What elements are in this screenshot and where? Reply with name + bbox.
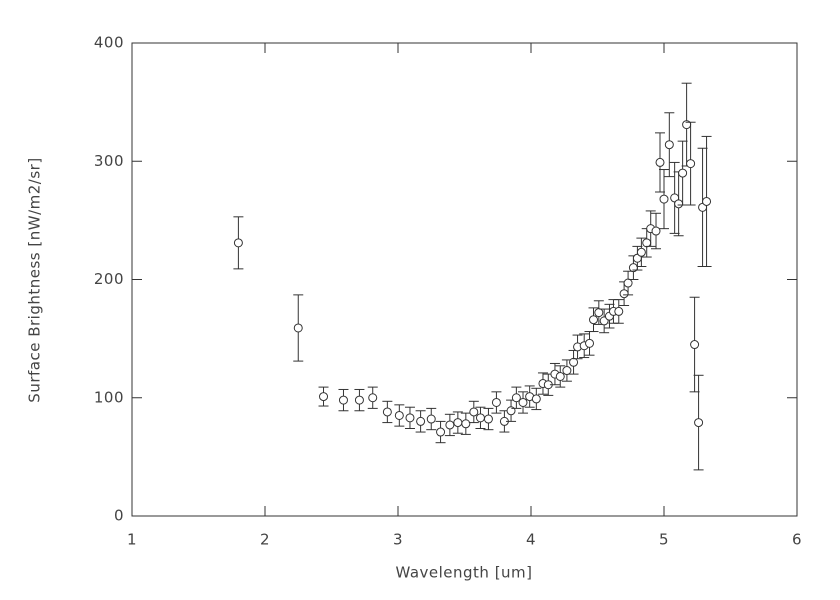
point (368, 393, 378, 403)
y-tick-label: 300 (94, 152, 124, 170)
point (555, 371, 565, 381)
x-tick-label: 2 (260, 531, 270, 549)
point (651, 226, 661, 236)
point (426, 414, 436, 424)
point (483, 414, 493, 424)
point (623, 278, 633, 288)
x-tick-label: 6 (792, 531, 802, 549)
point (382, 407, 392, 417)
point (475, 413, 485, 423)
point (293, 323, 303, 333)
y-axis-label: Surface Brightness [nW/m2/sr] (26, 157, 44, 402)
point (694, 418, 704, 428)
point (453, 418, 463, 428)
point (702, 196, 712, 206)
plot-frame (131, 42, 798, 517)
point (405, 413, 415, 423)
point (469, 407, 479, 417)
point (569, 357, 579, 367)
point (518, 397, 528, 407)
point (445, 420, 455, 430)
x-tick-label: 5 (659, 531, 669, 549)
point (531, 394, 541, 404)
point (619, 289, 629, 299)
y-tick-label: 0 (114, 507, 124, 525)
y-tick-label: 100 (94, 388, 124, 406)
x-tick-label: 4 (526, 531, 536, 549)
point (585, 338, 595, 348)
point (511, 393, 521, 403)
point (594, 308, 604, 318)
point (655, 157, 665, 167)
y-tick-label: 200 (94, 270, 124, 288)
point (354, 395, 364, 405)
point (686, 159, 696, 169)
point (436, 427, 446, 437)
point (664, 140, 674, 150)
point (491, 397, 501, 407)
point (562, 366, 572, 376)
point (416, 416, 426, 426)
point (338, 395, 348, 405)
point (642, 238, 652, 248)
point (659, 194, 669, 204)
point (233, 238, 243, 248)
point (461, 419, 471, 429)
point (674, 199, 684, 209)
y-tick-label: 400 (94, 34, 124, 52)
point (589, 315, 599, 325)
point (636, 247, 646, 257)
point (690, 340, 700, 350)
x-axis-label: Wavelength [um] (395, 564, 532, 582)
point (394, 410, 404, 420)
point (319, 392, 329, 402)
point (614, 306, 624, 316)
point (678, 168, 688, 178)
x-tick-label: 1 (127, 531, 137, 549)
x-tick-label: 3 (393, 531, 403, 549)
